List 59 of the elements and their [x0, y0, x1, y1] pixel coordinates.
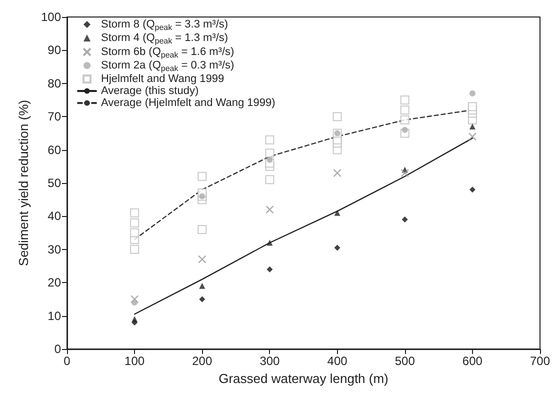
line-series: [134, 138, 474, 315]
point: [132, 300, 138, 306]
y-tick-label: 100: [40, 10, 62, 24]
point: [400, 105, 410, 114]
point: [266, 205, 274, 214]
x-tick-label: 0: [64, 354, 71, 368]
point: [132, 316, 138, 322]
point: [198, 224, 207, 234]
y-tick-label: 10: [48, 308, 62, 323]
point: [130, 244, 140, 254]
point: [400, 115, 410, 124]
point: [469, 90, 476, 96]
y-tick-label: 50: [48, 176, 62, 190]
point: [333, 168, 342, 178]
point: [468, 102, 477, 112]
x-tick-label: 400: [327, 354, 348, 368]
point: [265, 175, 274, 184]
point: [198, 255, 206, 264]
point: [266, 156, 273, 163]
point: [130, 218, 140, 228]
point: [402, 216, 408, 223]
point: [130, 208, 140, 218]
y-tick-label: 80: [48, 76, 62, 90]
y-tick-label: 0: [54, 342, 62, 356]
point: [468, 132, 477, 141]
x-tick-label: 100: [124, 354, 145, 368]
point: [469, 124, 476, 130]
x-axis-title: Grassed waterway length (m): [218, 370, 388, 386]
point: [199, 282, 206, 289]
y-tick-label: 20: [48, 276, 62, 290]
legend-label: Average (this study): [101, 85, 199, 97]
legend-label: Hjelmfelt and Wang 1999: [101, 73, 224, 85]
x-tick-label: 200: [192, 354, 212, 368]
point: [198, 172, 207, 181]
x-tick-label: 500: [394, 354, 416, 368]
point: [400, 168, 409, 178]
point: [265, 148, 274, 158]
x-tick-label: 600: [462, 354, 483, 368]
x-tick-label: 700: [530, 354, 550, 368]
point: [266, 240, 273, 246]
y-tick-label: 40: [48, 209, 62, 224]
point: [266, 266, 273, 272]
legend-label: Average (Hjelmfelt and Wang 1999): [101, 97, 276, 109]
point: [334, 210, 340, 216]
y-tick-label: 60: [48, 142, 62, 157]
point: [130, 228, 140, 238]
y-tick-label: 70: [48, 110, 62, 124]
point: [130, 295, 139, 304]
point: [334, 244, 340, 251]
point: [332, 112, 342, 122]
y-tick-label: 30: [48, 242, 62, 256]
point: [469, 186, 476, 193]
point: [402, 126, 408, 133]
x-tick-label: 300: [260, 354, 280, 368]
y-axis-title: Sediment yield reduction (%): [16, 100, 32, 266]
point: [265, 135, 274, 144]
y-tick-label: 90: [48, 43, 62, 58]
point: [400, 96, 410, 104]
point: [199, 296, 206, 302]
